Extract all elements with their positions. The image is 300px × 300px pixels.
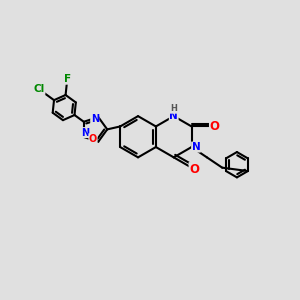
Text: O: O: [89, 134, 97, 144]
Text: F: F: [64, 74, 71, 84]
Text: N: N: [91, 114, 99, 124]
Text: N: N: [169, 111, 178, 121]
Text: N: N: [81, 128, 89, 138]
Text: N: N: [192, 142, 200, 152]
Text: Cl: Cl: [34, 84, 45, 94]
Text: H: H: [170, 104, 177, 113]
Text: O: O: [210, 120, 220, 133]
Text: O: O: [189, 163, 199, 176]
